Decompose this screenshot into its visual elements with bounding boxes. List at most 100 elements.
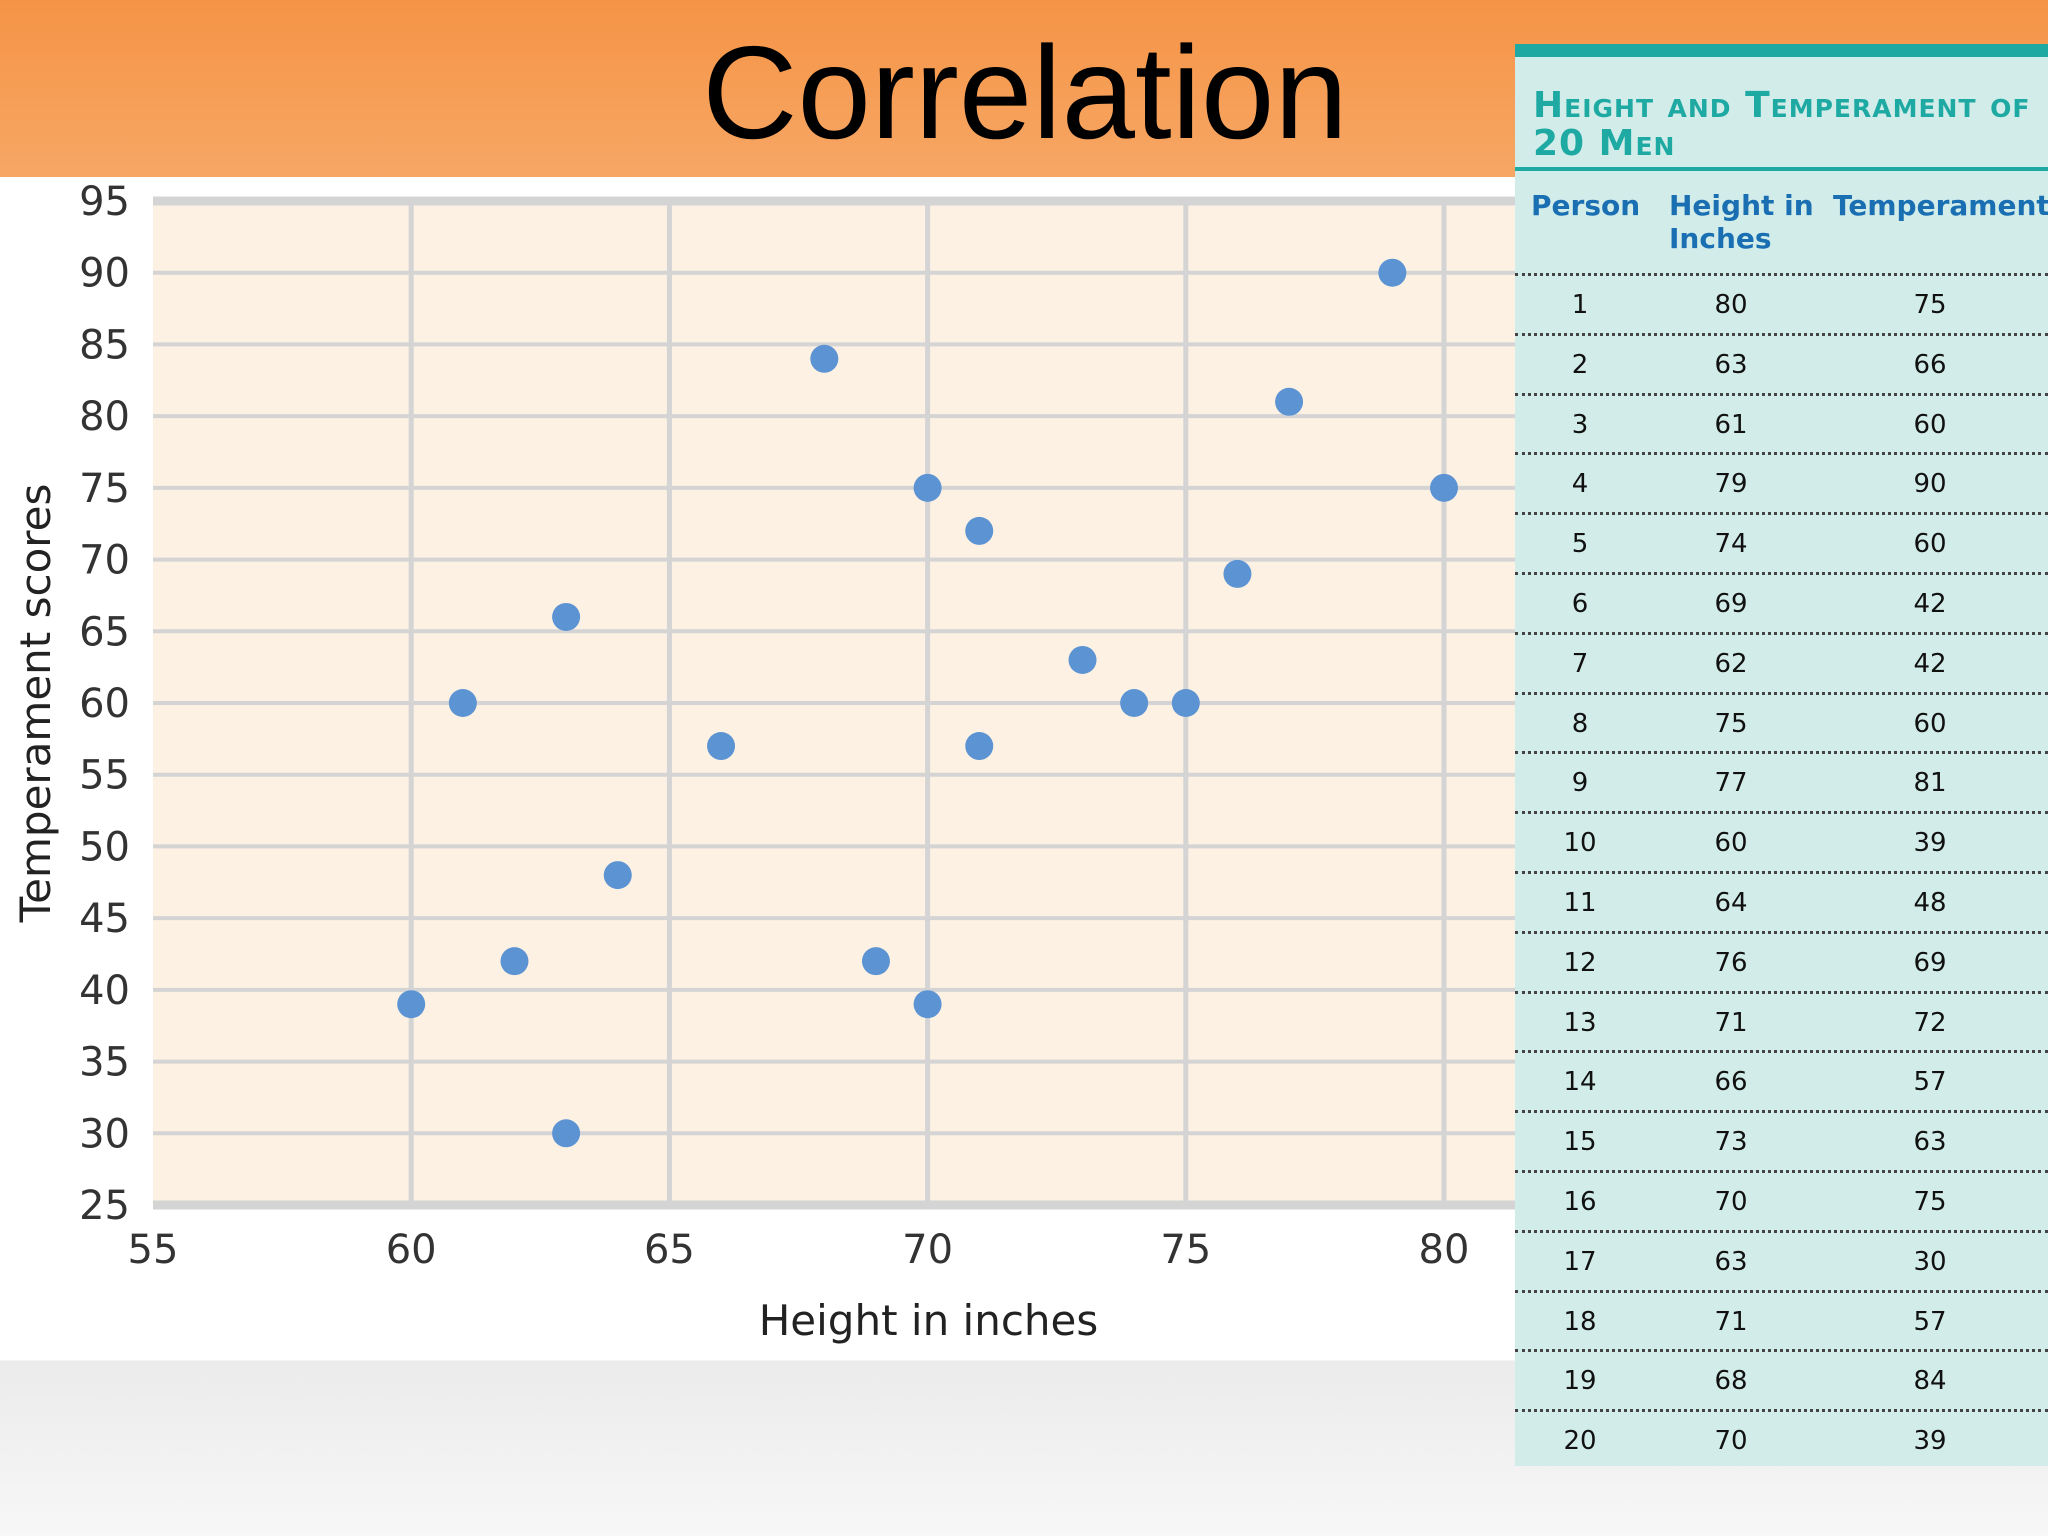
person-cell: 7 [1571, 648, 1589, 679]
slide-title: Correlation [702, 19, 1348, 166]
table-row: 9 77 81 [1515, 751, 2048, 811]
y-tick-label: 80 [79, 394, 130, 440]
data-point [913, 990, 942, 1019]
y-tick-label: 90 [79, 251, 130, 297]
height-cell: 63 [1714, 349, 1748, 380]
vertical-gridlines [408, 201, 1447, 1205]
y-axis-label: Temperament scores [11, 484, 60, 924]
y-tick-label: 45 [79, 896, 130, 942]
temperament-cell: 75 [1913, 290, 1947, 320]
temperament-cell: 81 [1913, 768, 1947, 799]
height-cell: 71 [1714, 1007, 1748, 1038]
height-cell: 64 [1714, 887, 1748, 918]
data-point [965, 516, 994, 545]
data-point [1275, 387, 1304, 416]
table-row: 1 80 75 [1515, 273, 2048, 333]
temperament-cell: 63 [1913, 1127, 1947, 1158]
table-row: 20 70 39 [1515, 1409, 2048, 1469]
x-axis-label: Height in inches [759, 1296, 1099, 1345]
y-tick-label: 30 [79, 1111, 130, 1157]
height-cell: 76 [1714, 947, 1748, 978]
data-point [448, 689, 477, 717]
table-row: 19 68 84 [1515, 1349, 2048, 1409]
data-point [603, 861, 632, 890]
y-tick-label: 50 [79, 824, 130, 870]
temperament-cell: 72 [1913, 1007, 1947, 1038]
table-row: 17 63 30 [1515, 1229, 2048, 1290]
y-tick-labels: 95 90 85 80 75 70 65 60 55 50 45 40 35 30 25 [79, 179, 130, 1229]
temperament-cell: 84 [1913, 1366, 1947, 1397]
data-point [500, 947, 529, 976]
height-cell: 74 [1714, 529, 1748, 560]
table-row: 12 76 69 [1515, 930, 2048, 991]
temperament-cell: 75 [1913, 1186, 1947, 1217]
temperament-cell: 66 [1913, 349, 1947, 380]
y-tick-label: 95 [79, 179, 130, 225]
height-cell: 61 [1714, 409, 1748, 440]
height-cell: 79 [1714, 469, 1748, 500]
person-cell: 13 [1563, 1007, 1597, 1038]
person-cell: 15 [1563, 1127, 1597, 1158]
table-row: 4 79 90 [1515, 452, 2048, 512]
y-tick-label: 75 [79, 466, 130, 512]
temperament-cell: 42 [1913, 648, 1947, 679]
person-cell: 11 [1563, 887, 1597, 918]
horizontal-gridlines [153, 196, 1515, 1210]
data-point [1378, 258, 1407, 287]
table-row: 18 71 57 [1515, 1289, 2048, 1350]
table-row: 16 70 75 [1515, 1169, 2048, 1230]
height-cell: 63 [1714, 1246, 1748, 1277]
column-header-temperament: Temperament [1833, 189, 2048, 222]
data-point [965, 732, 994, 761]
table-row: 7 62 42 [1515, 631, 2048, 692]
person-cell: 12 [1563, 947, 1597, 978]
temperament-cell: 60 [1913, 708, 1947, 739]
data-point [810, 344, 839, 373]
data-point [1068, 645, 1097, 674]
table-title: Height and Temperament of 20 Men [1533, 85, 2031, 164]
height-cell: 80 [1714, 290, 1748, 320]
table-row: 15 73 63 [1515, 1110, 2048, 1170]
table-row: 3 61 60 [1515, 392, 2048, 453]
data-point [1430, 473, 1458, 502]
x-tick-label: 60 [386, 1227, 437, 1273]
data-table-panel: Height and Temperament of 20 Men Person … [1515, 44, 2048, 1466]
person-cell: 5 [1571, 529, 1589, 560]
temperament-cell: 69 [1913, 947, 1947, 978]
temperament-cell: 39 [1913, 1426, 1947, 1457]
person-cell: 19 [1563, 1366, 1597, 1397]
height-cell: 70 [1714, 1186, 1748, 1217]
y-tick-label: 65 [79, 609, 130, 655]
person-cell: 16 [1563, 1186, 1597, 1217]
data-point [913, 473, 942, 502]
table-title-divider [1515, 167, 2048, 171]
table-body: 1 80 75 2 63 66 3 61 60 4 79 90 5 74 60 6 69 42 7 62 42 8 75 60… [1515, 273, 2048, 1469]
height-cell: 70 [1714, 1426, 1748, 1457]
scatter-chart: 95 90 85 80 75 70 65 60 55 50 45 40 35 30 25 55 60 65 70 7… [0, 177, 1515, 1360]
temperament-cell: 39 [1913, 828, 1947, 859]
person-cell: 2 [1571, 349, 1589, 380]
y-tick-label: 35 [79, 1040, 130, 1086]
person-cell: 14 [1563, 1067, 1597, 1098]
data-point [1120, 689, 1149, 717]
table-row: 14 66 57 [1515, 1050, 2048, 1110]
data-point [1171, 689, 1200, 717]
person-cell: 6 [1571, 588, 1589, 619]
temperament-cell: 60 [1913, 529, 1947, 560]
person-cell: 18 [1563, 1306, 1597, 1337]
height-cell: 69 [1714, 588, 1748, 619]
column-header-height: Height in Inches [1669, 189, 1814, 255]
temperament-cell: 42 [1913, 588, 1947, 619]
table-row: 11 64 48 [1515, 870, 2048, 931]
height-cell: 62 [1714, 648, 1748, 679]
data-point [1223, 559, 1252, 588]
person-cell: 9 [1571, 768, 1589, 799]
person-cell: 4 [1571, 469, 1589, 500]
y-tick-label: 55 [79, 753, 130, 799]
x-tick-label: 65 [644, 1227, 695, 1273]
table-row: 13 71 72 [1515, 990, 2048, 1051]
table-row: 10 60 39 [1515, 811, 2048, 871]
x-tick-label: 70 [902, 1227, 953, 1273]
temperament-cell: 60 [1913, 409, 1947, 440]
temperament-cell: 90 [1913, 469, 1947, 500]
